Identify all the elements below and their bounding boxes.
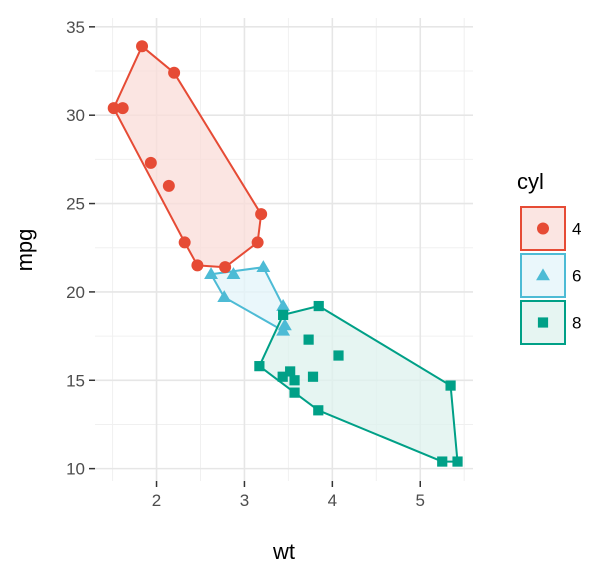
point-cyl-8 bbox=[278, 309, 289, 320]
data-points bbox=[107, 40, 463, 467]
legend-marker bbox=[537, 317, 549, 328]
x-tick-label: 2 bbox=[152, 491, 161, 510]
point-cyl-6 bbox=[256, 260, 271, 272]
y-axis: 10 15 20 25 30 35 bbox=[66, 18, 95, 479]
point-cyl-8 bbox=[307, 371, 319, 382]
legend-marker bbox=[536, 268, 550, 281]
point-cyl-8 bbox=[313, 405, 324, 416]
point-cyl-6 bbox=[204, 267, 218, 280]
point-cyl-6 bbox=[217, 290, 232, 303]
plot-panel bbox=[95, 18, 473, 481]
point-cyl-6 bbox=[276, 323, 291, 336]
point-cyl-6 bbox=[226, 267, 241, 280]
point-cyl-8 bbox=[289, 387, 300, 398]
y-tick-label: 20 bbox=[66, 283, 85, 302]
legend-marker bbox=[537, 222, 549, 235]
legend: cyl 4 6 8 bbox=[517, 169, 581, 345]
legend-label: 8 bbox=[572, 314, 581, 333]
point-cyl-8 bbox=[333, 350, 344, 361]
point-cyl-4 bbox=[255, 208, 268, 221]
x-tick-label: 5 bbox=[416, 491, 425, 510]
y-tick-label: 15 bbox=[66, 371, 85, 390]
point-cyl-8 bbox=[313, 300, 324, 312]
legend-item-6: 6 bbox=[520, 253, 581, 298]
point-cyl-6 bbox=[276, 298, 291, 311]
x-tick-label: 4 bbox=[328, 491, 337, 510]
x-axis: 2 3 4 5 bbox=[152, 481, 425, 510]
y-tick-label: 30 bbox=[66, 106, 85, 125]
legend-items: 4 6 8 bbox=[520, 206, 581, 345]
legend-label: 6 bbox=[572, 267, 581, 286]
legend-item-8: 8 bbox=[520, 300, 581, 345]
point-cyl-4 bbox=[162, 179, 175, 192]
point-cyl-4 bbox=[144, 156, 157, 169]
point-cyl-8 bbox=[254, 361, 265, 372]
point-cyl-4 bbox=[178, 236, 191, 249]
y-tick-label: 10 bbox=[66, 460, 85, 479]
y-axis-title: mpg bbox=[12, 229, 37, 272]
x-axis-title: wt bbox=[272, 539, 295, 564]
point-cyl-4 bbox=[107, 102, 120, 115]
point-cyl-8 bbox=[303, 334, 314, 345]
point-cyl-4 bbox=[168, 66, 181, 79]
point-cyl-8 bbox=[437, 456, 448, 467]
point-cyl-4 bbox=[191, 259, 204, 272]
y-tick-label: 25 bbox=[66, 195, 85, 214]
point-cyl-8 bbox=[445, 380, 456, 391]
legend-title: cyl bbox=[517, 169, 544, 194]
point-cyl-8 bbox=[452, 456, 463, 467]
point-cyl-8 bbox=[289, 375, 300, 386]
legend-label: 4 bbox=[572, 220, 581, 239]
point-cyl-4 bbox=[136, 40, 149, 53]
point-cyl-8 bbox=[277, 371, 288, 382]
point-cyl-4 bbox=[116, 102, 129, 115]
point-cyl-4 bbox=[251, 236, 264, 249]
point-cyl-8 bbox=[285, 366, 296, 377]
y-tick-label: 35 bbox=[66, 18, 85, 37]
legend-item-4: 4 bbox=[520, 206, 581, 251]
point-cyl-4 bbox=[219, 261, 232, 274]
x-tick-label: 3 bbox=[240, 491, 249, 510]
